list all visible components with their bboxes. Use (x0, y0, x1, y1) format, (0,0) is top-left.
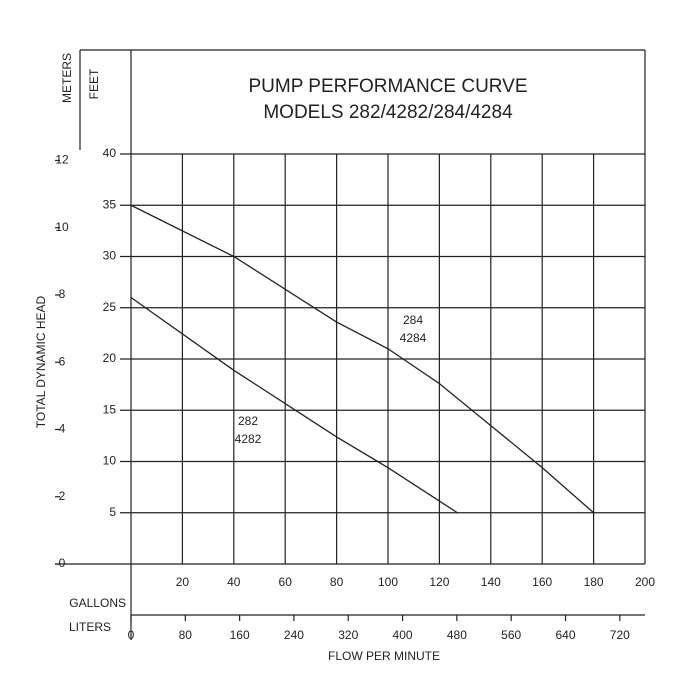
x2-tick-label: 560 (501, 628, 521, 642)
x2-tick-label: 400 (393, 628, 413, 642)
x-tick-label: 20 (176, 575, 190, 589)
x2-tick-label: 240 (284, 628, 304, 642)
y2-tick-label: 12 (55, 153, 69, 167)
x-tick-label: 140 (481, 575, 501, 589)
curve-label: 284 (403, 313, 423, 327)
x2-tick-label: 480 (447, 628, 467, 642)
x-tick-label: 40 (227, 575, 241, 589)
x-axis-label: FLOW PER MINUTE (328, 649, 440, 663)
y-tick-label: 35 (103, 197, 117, 211)
y2-tick-label: 4 (59, 422, 66, 436)
curve-label: 282 (238, 414, 258, 428)
y2-tick-label: 6 (59, 354, 66, 368)
y2-unit: METERS (60, 53, 74, 103)
chart-subtitle: MODELS 282/4282/284/4284 (263, 102, 513, 123)
y2-tick-label: 10 (55, 220, 69, 234)
x-unit: GALLONS (69, 596, 126, 610)
y2-tick-label: 2 (59, 489, 66, 503)
y-tick-label: 15 (103, 402, 117, 416)
x2-unit: LITERS (69, 620, 111, 634)
y-tick-label: 10 (103, 454, 117, 468)
x-tick-label: 200 (635, 575, 655, 589)
y-tick-label: 40 (103, 146, 117, 160)
x-tick-label: 120 (429, 575, 449, 589)
curve-label: 4282 (235, 432, 262, 446)
y-tick-label: 25 (103, 300, 117, 314)
x-tick-label: 100 (378, 575, 398, 589)
x-tick-label: 80 (330, 575, 344, 589)
y2-tick-label: 0 (59, 556, 66, 570)
x2-tick-label: 0 (128, 628, 135, 642)
x2-tick-label: 720 (610, 628, 630, 642)
y-unit: FEET (87, 68, 101, 99)
y-axis-label: TOTAL DYNAMIC HEAD (34, 295, 48, 428)
x-tick-label: 60 (279, 575, 293, 589)
curve-label: 4284 (400, 331, 427, 345)
x2-tick-label: 80 (179, 628, 193, 642)
curve (130, 296, 458, 514)
x-tick-label: 160 (532, 575, 552, 589)
x2-tick-label: 640 (555, 628, 575, 642)
x2-tick-label: 160 (230, 628, 250, 642)
y-tick-label: 30 (103, 249, 117, 263)
x-tick-label: 180 (584, 575, 604, 589)
y-tick-label: 5 (109, 505, 116, 519)
y2-tick-label: 8 (59, 287, 66, 301)
chart-title: PUMP PERFORMANCE CURVE (248, 76, 527, 97)
x2-tick-label: 320 (338, 628, 358, 642)
curve (130, 204, 595, 514)
y-tick-label: 20 (103, 351, 117, 365)
